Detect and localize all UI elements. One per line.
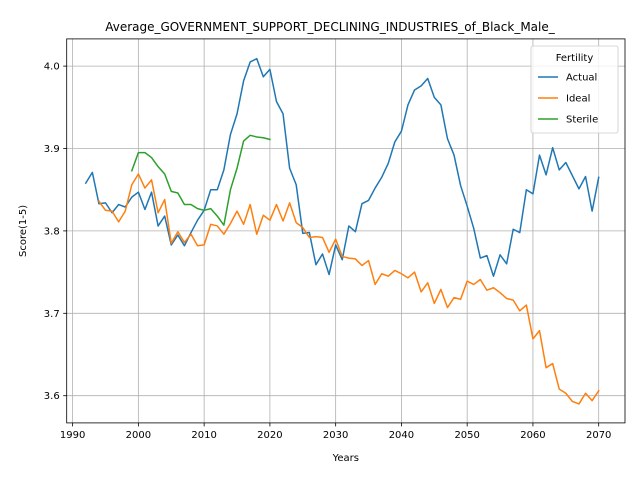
x-tick-label: 2060 [520,430,545,441]
series-line-ideal [97,173,600,405]
y-axis-label: Score(1-5) [18,205,29,257]
x-axis-ticks: 1990 2000 2010 2020 2030 2040 2050 2060 2070 [60,422,611,441]
y-tick-label: 3.8 [44,226,60,237]
series-line-sterile [130,134,271,226]
legend-label-ideal: Ideal [566,94,590,105]
x-tick-label: 2030 [323,430,348,441]
x-tick-label: 2010 [191,430,216,441]
y-axis-ticks: 3.6 3.7 3.8 3.9 4.0 [44,62,67,402]
x-tick-label: 2050 [454,430,479,441]
legend-title: Fertility [556,53,594,64]
legend-label-actual: Actual [566,73,597,84]
y-tick-label: 3.9 [44,144,60,155]
legend-box [530,45,619,134]
x-tick-label: 2000 [126,430,151,441]
x-tick-label: 1990 [60,430,85,441]
x-axis-label: Years [332,453,359,464]
series-line-actual [84,57,600,277]
x-tick-label: 2020 [257,430,282,441]
legend-label-sterile: Sterile [566,115,598,126]
y-tick-label: 3.6 [44,391,60,402]
x-tick-label: 2040 [389,430,414,441]
y-tick-label: 3.7 [44,309,60,320]
chart-title: Average_GOVERNMENT_SUPPORT_DECLINING_IND… [105,20,556,34]
x-tick-label: 2070 [586,430,611,441]
legend: Fertility Actual Ideal Sterile [530,45,619,134]
plot-series [84,57,600,405]
y-tick-label: 4.0 [44,62,60,73]
